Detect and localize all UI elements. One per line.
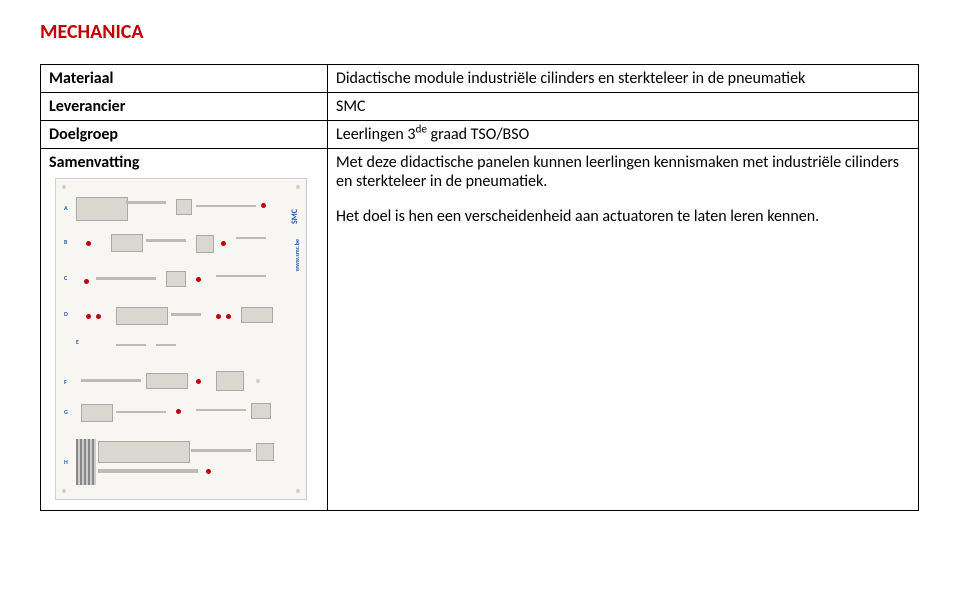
- samenvatting-label-text: Samenvatting: [49, 153, 319, 172]
- brand-text: SMC: [290, 209, 300, 224]
- label-leverancier: Leverancier: [41, 93, 328, 121]
- doelgroep-sup: de: [415, 123, 426, 137]
- value-materiaal: Didactische module industriële cilinders…: [328, 65, 919, 93]
- label-samenvatting: Samenvatting SMC www.smc.be: [41, 149, 328, 511]
- samenvatting-para2: Het doel is hen een verscheidenheid aan …: [336, 207, 910, 226]
- value-samenvatting: Met deze didactische panelen kunnen leer…: [328, 149, 919, 511]
- label-materiaal: Materiaal: [41, 65, 328, 93]
- brand-url: www.smc.be: [294, 239, 300, 271]
- doelgroep-pre: Leerlingen 3: [336, 125, 415, 144]
- table-row: Doelgroep Leerlingen 3de graad TSO/BSO: [41, 121, 919, 149]
- table-row: Materiaal Didactische module industriële…: [41, 65, 919, 93]
- samenvatting-para1: Met deze didactische panelen kunnen leer…: [336, 153, 910, 191]
- panel-image: SMC www.smc.be: [55, 178, 307, 500]
- value-doelgroep: Leerlingen 3de graad TSO/BSO: [328, 121, 919, 149]
- doelgroep-post: graad TSO/BSO: [427, 125, 529, 144]
- panel-image-cell: SMC www.smc.be: [49, 172, 319, 506]
- value-leverancier: SMC: [328, 93, 919, 121]
- label-doelgroep: Doelgroep: [41, 121, 328, 149]
- info-table: Materiaal Didactische module industriële…: [40, 64, 919, 511]
- table-row: Leverancier SMC: [41, 93, 919, 121]
- page-title: MECHANICA: [40, 20, 919, 44]
- table-row: Samenvatting SMC www.smc.be: [41, 149, 919, 511]
